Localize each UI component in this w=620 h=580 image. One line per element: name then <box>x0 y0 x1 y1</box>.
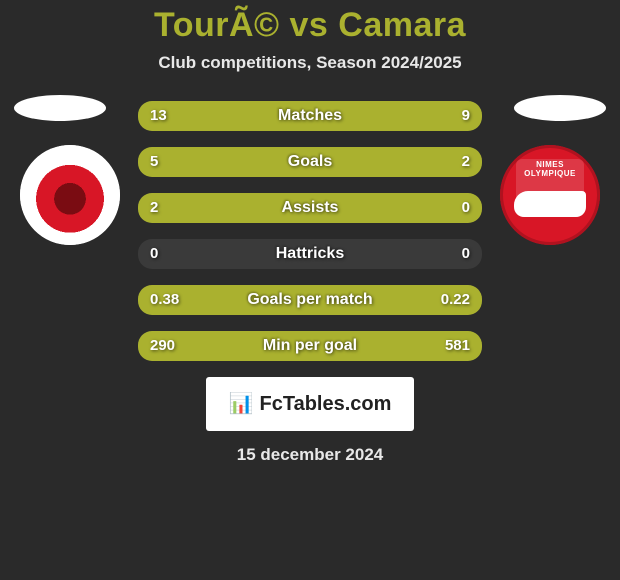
flag-left <box>14 95 106 121</box>
club-right-label-line1: NIMES <box>536 160 564 169</box>
branding-text: FcTables.com <box>260 393 392 416</box>
branding-box[interactable]: 📊 FcTables.com <box>206 377 414 431</box>
stat-bar-right <box>252 331 482 361</box>
date-label: 15 december 2024 <box>0 445 620 465</box>
page-title: TourÃ© vs Camara <box>0 0 620 45</box>
stat-bar-right <box>341 101 482 131</box>
stat-bar-left <box>138 331 252 361</box>
stat-value-left: 0 <box>150 239 158 269</box>
page-subtitle: Club competitions, Season 2024/2025 <box>0 53 620 73</box>
stat-row: 52Goals <box>138 147 482 177</box>
stat-bar-right <box>355 285 482 315</box>
stat-bars: 139Matches 52Goals 20Assists 0 0Hattricks 0.3… <box>138 101 482 361</box>
club-right-label: NIMES OLYMPIQUE <box>500 161 600 179</box>
comparison-card: TourÃ© vs Camara Club competitions, Seas… <box>0 0 620 580</box>
club-badge-left <box>20 145 120 245</box>
stat-row: 290581Min per goal <box>138 331 482 361</box>
club-right-label-line2: OLYMPIQUE <box>524 169 576 178</box>
stat-label: Hattricks <box>138 239 482 269</box>
stat-value-right: 0 <box>462 239 470 269</box>
stats-section: NIMES OLYMPIQUE 139Matches 52Goals 20Assis… <box>0 101 620 465</box>
flag-right <box>514 95 606 121</box>
stat-row: 20Assists <box>138 193 482 223</box>
stat-bar-right <box>379 147 482 177</box>
stat-bar-left <box>138 285 355 315</box>
stat-row: 0.380.22Goals per match <box>138 285 482 315</box>
stat-bar-left <box>138 147 379 177</box>
stat-bar-left <box>138 101 341 131</box>
stat-row: 0 0Hattricks <box>138 239 482 269</box>
stat-bar-left <box>138 193 482 223</box>
club-badge-right: NIMES OLYMPIQUE <box>500 145 600 245</box>
chart-icon: 📊 <box>229 394 254 414</box>
stat-row: 139Matches <box>138 101 482 131</box>
